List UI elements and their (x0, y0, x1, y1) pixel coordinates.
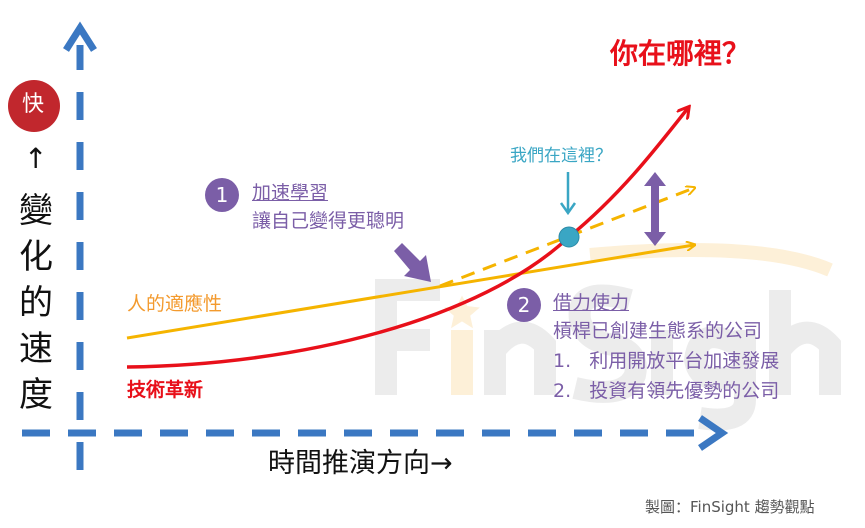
gap-double-arrow-icon (644, 172, 666, 246)
point2-line: 1. 利用開放平台加速發展 (553, 350, 780, 372)
watermark-logo (375, 279, 841, 431)
credit: 製圖：FinSight 趨勢觀點 (645, 498, 815, 516)
y-axis-char: 度 (19, 375, 53, 415)
y-axis-arrowhead (63, 21, 97, 52)
current-position-label: 我們在這裡？ (510, 146, 612, 166)
speed-badge-circle (8, 80, 60, 132)
y-axis-char: 變 (19, 191, 53, 231)
point2-number-badge: 2 (507, 288, 541, 322)
down-arrow-icon (559, 172, 577, 216)
x-axis-arrowhead (698, 415, 729, 451)
speed-badge: 快 (22, 92, 45, 117)
point2-line: 槓桿已創建生態系的公司 (553, 320, 763, 342)
point1-line: 讓自己變得更聰明 (252, 210, 405, 232)
y-axis-arrow: ↑ (24, 142, 48, 175)
point1-number-badge: 1 (205, 178, 239, 212)
point2-heading: 借力使力 (553, 292, 630, 314)
y-axis-char: 化 (19, 237, 53, 277)
y-axis-char: 的 (19, 283, 53, 323)
human-adaptability-label: 人的適應性 (127, 293, 223, 315)
human-adaptability-line (126, 245, 694, 340)
pointer-arrow-icon (394, 243, 431, 282)
watermark-arc (589, 243, 833, 277)
point1-heading: 加速學習 (252, 182, 329, 204)
technology-label: 技術革新 (127, 379, 204, 401)
x-axis-label: 時間推演方向→ (268, 448, 453, 479)
y-axis-char: 速 (19, 329, 53, 369)
current-position-dot (558, 226, 580, 248)
page-title: 你在哪裡？ (610, 37, 751, 70)
point2-line: 2. 投資有領先優勢的公司 (553, 380, 780, 402)
technology-curve (126, 108, 688, 369)
y-axis-label: 變 化 的 速 度 (18, 188, 54, 418)
